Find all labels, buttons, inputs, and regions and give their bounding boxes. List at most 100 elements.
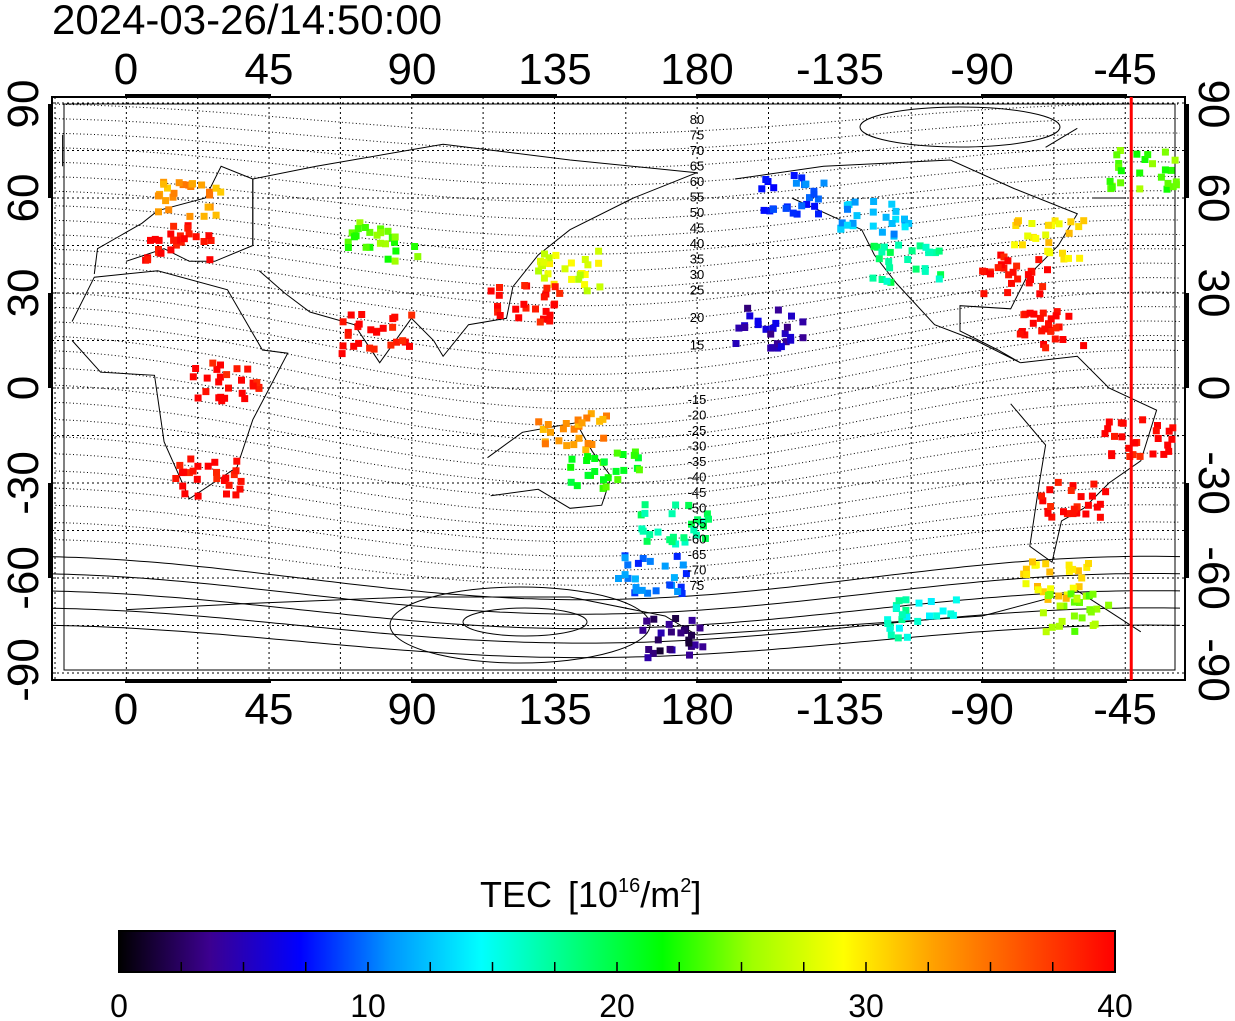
tec-sample	[884, 620, 892, 627]
tec-sample	[603, 412, 610, 420]
tec-sample	[672, 501, 680, 509]
tec-sample	[1160, 450, 1168, 458]
tec-sample	[814, 195, 822, 203]
tec-sample	[741, 324, 749, 331]
tec-sample	[670, 574, 678, 582]
contour-line	[52, 383, 1181, 456]
tec-sample	[377, 229, 385, 237]
map-title: 2024-03-26/14:50:00	[52, 0, 442, 43]
contour-line	[52, 401, 1181, 470]
contour-line	[52, 219, 1181, 272]
tec-sample	[1054, 478, 1062, 486]
tec-sample	[744, 304, 752, 312]
tec-sample	[772, 319, 780, 327]
tec-sample	[837, 225, 845, 233]
tec-sample	[638, 586, 646, 594]
tec-sample	[581, 256, 589, 263]
tec-sample	[1076, 254, 1084, 262]
tec-sample	[204, 462, 212, 470]
tec-sample	[624, 561, 632, 569]
contour-line	[52, 624, 1181, 659]
tec-sample	[902, 596, 910, 604]
tec-sample	[230, 471, 238, 479]
tec-sample	[1117, 167, 1125, 175]
tec-sample	[666, 645, 674, 653]
tec-sample	[1144, 151, 1152, 159]
tec-sample	[215, 378, 223, 386]
tec-sample	[878, 228, 886, 236]
tec-sample	[898, 616, 906, 624]
tec-sample	[546, 317, 554, 325]
tec-sample	[793, 210, 801, 218]
tec-sample	[869, 274, 877, 282]
coastline	[71, 270, 289, 500]
tec-sample	[574, 420, 582, 428]
tec-sample	[205, 232, 213, 240]
top-longitude-tick-label: 135	[518, 45, 591, 94]
tec-sample	[620, 466, 628, 474]
tec-sample	[236, 485, 244, 493]
tec-sample	[880, 243, 888, 251]
tec-sample	[389, 323, 397, 331]
tec-sample	[1026, 309, 1034, 317]
tec-sample	[679, 561, 687, 569]
tec-sample	[1152, 427, 1160, 435]
tec-sample	[1060, 255, 1068, 263]
tec-sample	[198, 181, 206, 189]
tec-sample	[787, 336, 795, 344]
tec-sample	[903, 613, 911, 621]
tec-sample	[815, 210, 822, 218]
tec-sample	[820, 179, 828, 187]
tec-sample	[1157, 173, 1165, 181]
tec-sample	[1024, 232, 1032, 240]
tec-sample	[1085, 592, 1093, 600]
tec-sample	[204, 203, 212, 211]
tec-sample	[1136, 169, 1144, 177]
tec-sample	[615, 575, 622, 582]
tec-sample	[600, 458, 608, 466]
polar-contour	[462, 607, 588, 637]
tec-sample	[888, 220, 896, 227]
tec-sample	[1101, 430, 1109, 438]
tec-sample	[244, 365, 252, 373]
tec-sample	[255, 384, 263, 392]
tec-sample	[1065, 561, 1073, 569]
tec-sample	[875, 255, 883, 263]
tec-sample	[674, 588, 682, 595]
tec-sample	[1038, 492, 1045, 500]
tec-sample	[902, 606, 910, 614]
tec-sample	[207, 237, 215, 244]
tec-sample	[170, 222, 178, 230]
tec-sample	[886, 264, 894, 272]
tec-sample	[783, 323, 791, 331]
tec-sample	[169, 193, 177, 201]
tec-sample	[939, 607, 947, 615]
tec-sample	[591, 455, 599, 462]
tec-sample	[701, 535, 709, 542]
tec-sample	[665, 620, 673, 628]
tec-sample	[904, 256, 912, 263]
tec-sample	[1023, 571, 1031, 578]
tec-sample	[952, 596, 960, 604]
tec-sample	[384, 255, 392, 263]
tec-sample	[356, 219, 364, 227]
tec-sample	[673, 552, 681, 560]
tec-sample	[869, 208, 877, 216]
tec-sample	[768, 344, 776, 352]
tec-sample	[575, 434, 583, 442]
tec-sample	[1065, 254, 1072, 262]
tec-sample	[802, 180, 810, 188]
tec-sample	[366, 344, 374, 352]
tec-sample	[550, 301, 558, 309]
tec-sample	[170, 236, 178, 244]
tec-sample	[681, 538, 689, 546]
tec-sample	[144, 256, 152, 264]
tec-sample	[540, 274, 548, 282]
tec-sample	[361, 224, 369, 231]
tec-sample	[1052, 324, 1060, 332]
tec-sample	[1080, 342, 1088, 350]
tec-sample	[735, 324, 743, 332]
tec-sample	[882, 213, 890, 221]
tec-sample	[192, 365, 200, 372]
tec-sample	[495, 291, 503, 299]
